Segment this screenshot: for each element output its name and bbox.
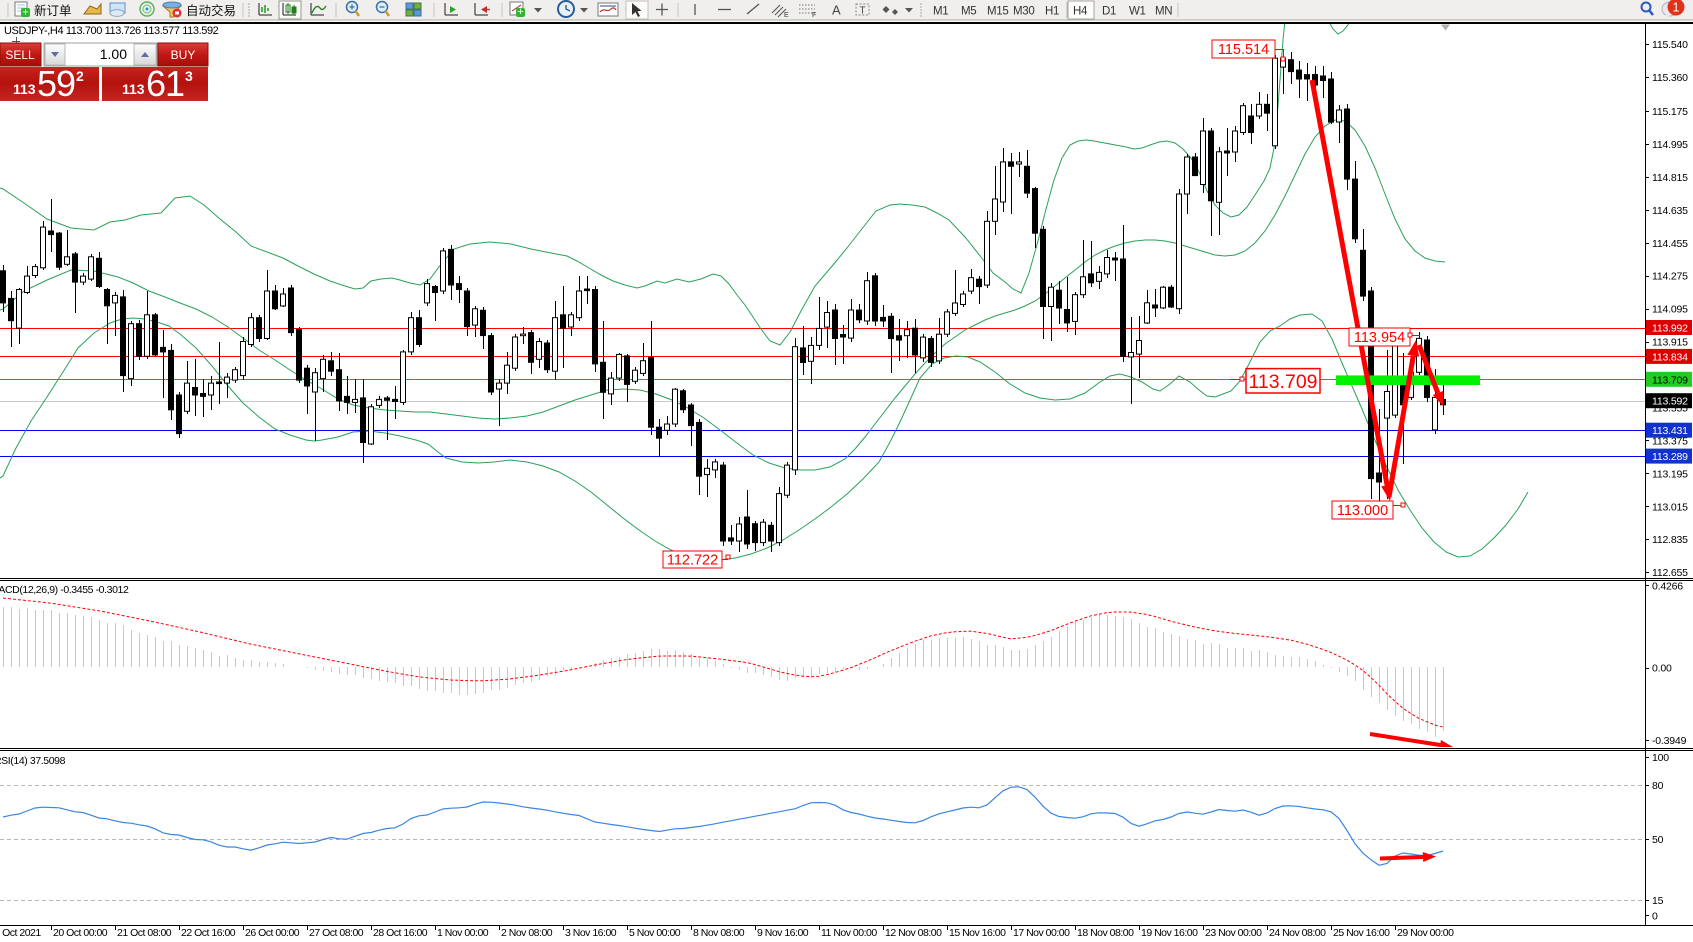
svg-text:3: 3 [185,68,193,84]
svg-text:114.275: 114.275 [1652,271,1688,283]
svg-text:E: E [784,12,789,19]
svg-text:SELL: SELL [5,48,35,62]
svg-text:F: F [812,12,816,19]
svg-text:新订单: 新订单 [34,3,72,18]
svg-text:113.709: 113.709 [1248,371,1317,393]
svg-text:W1: W1 [1129,6,1146,18]
svg-text:M30: M30 [1013,6,1034,18]
svg-text:80: 80 [1652,780,1664,792]
svg-text:113: 113 [13,81,36,97]
svg-text:1.00: 1.00 [100,46,127,62]
svg-text:113.709: 113.709 [1652,374,1688,386]
svg-text:5 Nov 00:00: 5 Nov 00:00 [629,927,681,939]
svg-text:20 Oct 00:00: 20 Oct 00:00 [53,927,108,939]
svg-text:D1: D1 [1102,6,1116,18]
svg-text:29 Nov 00:00: 29 Nov 00:00 [1397,927,1454,939]
svg-text:114.815: 114.815 [1652,172,1688,184]
svg-text:2: 2 [76,68,84,84]
svg-text:113.195: 113.195 [1652,468,1688,480]
svg-text:23 Nov 00:00: 23 Nov 00:00 [1205,927,1262,939]
svg-text:112.655: 112.655 [1652,567,1688,579]
svg-text:113.015: 113.015 [1652,501,1688,513]
svg-text:0.4266: 0.4266 [1652,580,1683,592]
svg-text:MACD(12,26,9) -0.3455 -0.3012: MACD(12,26,9) -0.3455 -0.3012 [0,584,129,596]
svg-text:H4: H4 [1073,6,1088,18]
svg-text:22 Oct 16:00: 22 Oct 16:00 [181,927,236,939]
svg-text:115.514: 115.514 [1218,42,1269,58]
svg-text:0.00: 0.00 [1652,663,1672,675]
svg-text:50: 50 [1652,834,1664,846]
svg-text:113.592: 113.592 [1652,396,1688,408]
svg-text:112.835: 112.835 [1652,534,1688,546]
svg-text:27 Oct 08:00: 27 Oct 08:00 [309,927,364,939]
svg-text:113.834: 113.834 [1652,351,1688,363]
svg-text:112.722: 112.722 [667,553,718,569]
svg-text:15 Nov 16:00: 15 Nov 16:00 [949,927,1006,939]
svg-text:H1: H1 [1045,6,1059,18]
svg-text:113.992: 113.992 [1652,323,1688,335]
svg-text:M15: M15 [987,6,1008,18]
svg-text:BUY: BUY [171,48,196,62]
svg-text:11 Nov 00:00: 11 Nov 00:00 [821,927,877,939]
svg-text:113.000: 113.000 [1337,503,1388,519]
svg-text:MN: MN [1155,6,1172,18]
svg-text:28 Oct 16:00: 28 Oct 16:00 [373,927,428,939]
svg-text:+: + [22,7,28,19]
svg-text:-0.3949: -0.3949 [1652,735,1687,747]
svg-text:59: 59 [37,63,75,104]
svg-text:M5: M5 [961,6,976,18]
svg-text:1: 1 [1673,1,1680,15]
svg-text:RSI(14) 37.5098: RSI(14) 37.5098 [0,755,66,767]
svg-text:113.954: 113.954 [1354,330,1405,346]
svg-text:24 Nov 08:00: 24 Nov 08:00 [1269,927,1326,939]
svg-text:自动交易: 自动交易 [186,3,236,18]
svg-text:USDJPY-,H4 113.700 113.726 11: USDJPY-,H4 113.700 113.726 113.577 113.5… [4,25,219,37]
svg-text:M1: M1 [933,6,948,18]
svg-text:+: + [517,6,523,18]
svg-text:2 Nov 08:00: 2 Nov 08:00 [501,927,553,939]
svg-text:113.431: 113.431 [1652,425,1688,437]
svg-text:114.635: 114.635 [1652,205,1688,217]
svg-text:114.455: 114.455 [1652,238,1688,250]
svg-text:61: 61 [146,63,184,104]
svg-text:9 Nov 16:00: 9 Nov 16:00 [757,927,809,939]
svg-text:115.360: 115.360 [1652,72,1688,84]
svg-text:21 Oct 08:00: 21 Oct 08:00 [117,927,172,939]
svg-text:12 Nov 08:00: 12 Nov 08:00 [885,927,942,939]
svg-text:19 Nov 16:00: 19 Nov 16:00 [1141,927,1198,939]
svg-text:114.095: 114.095 [1652,304,1688,316]
svg-text:113: 113 [122,81,145,97]
svg-text:17 Nov 00:00: 17 Nov 00:00 [1013,927,1070,939]
svg-text:3 Nov 16:00: 3 Nov 16:00 [565,927,617,939]
svg-text:115.175: 115.175 [1652,106,1688,118]
svg-text:114.995: 114.995 [1652,139,1688,151]
svg-text:100: 100 [1652,752,1669,764]
svg-text:115.540: 115.540 [1652,39,1688,51]
svg-text:19 Oct 2021: 19 Oct 2021 [0,927,41,939]
svg-text:26 Oct 00:00: 26 Oct 00:00 [245,927,300,939]
svg-text:A: A [832,3,841,18]
svg-text:113.289: 113.289 [1652,451,1688,463]
svg-text:25 Nov 16:00: 25 Nov 16:00 [1333,927,1390,939]
svg-text:T: T [859,6,865,17]
svg-text:113.915: 113.915 [1652,337,1688,349]
svg-text:8 Nov 08:00: 8 Nov 08:00 [693,927,745,939]
svg-text:15: 15 [1652,895,1664,907]
svg-text:0: 0 [1652,910,1658,922]
svg-text:18 Nov 08:00: 18 Nov 08:00 [1077,927,1134,939]
svg-text:113.375: 113.375 [1652,435,1688,447]
svg-text:1 Nov 00:00: 1 Nov 00:00 [437,927,489,939]
